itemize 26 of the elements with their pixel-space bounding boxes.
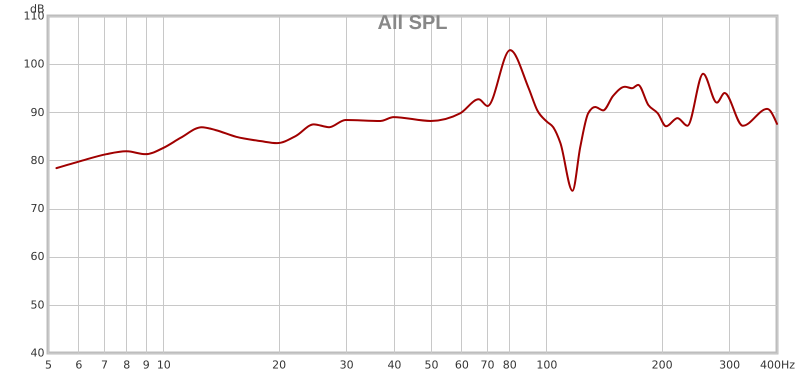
y-tick-label: 70 [30, 202, 44, 216]
x-tick-label: 70 [480, 358, 495, 372]
y-tick-label: 60 [30, 250, 44, 264]
x-tick-label: 20 [272, 358, 286, 372]
x-tick-label: 50 [424, 358, 439, 372]
chart-title: All SPL [377, 12, 448, 34]
x-tick-label: 300 [719, 358, 740, 372]
y-tick-label: 110 [24, 10, 44, 22]
x-tick-label: 7 [100, 358, 108, 372]
x-tick-label: 6 [75, 358, 82, 372]
x-tick-label: 200 [652, 358, 673, 372]
x-tick-label: 5 [45, 358, 52, 372]
x-tick-label: 40 [387, 358, 402, 372]
x-tick-label: 30 [340, 358, 354, 372]
y-tick-label: 100 [24, 58, 44, 71]
x-tick-label: 10 [156, 358, 171, 372]
x-tick-label: 8 [123, 358, 130, 372]
x-tick-label: 400Hz [760, 358, 796, 372]
y-tick-label: 50 [30, 298, 44, 312]
x-tick-label: 80 [502, 358, 517, 372]
y-tick-label: 80 [30, 154, 44, 167]
x-tick-label: 100 [536, 358, 558, 372]
y-tick-label: 40 [30, 346, 44, 360]
x-tick-label: 9 [142, 358, 150, 372]
y-tick-label: 90 [30, 106, 44, 119]
x-tick-label: 60 [454, 358, 469, 372]
